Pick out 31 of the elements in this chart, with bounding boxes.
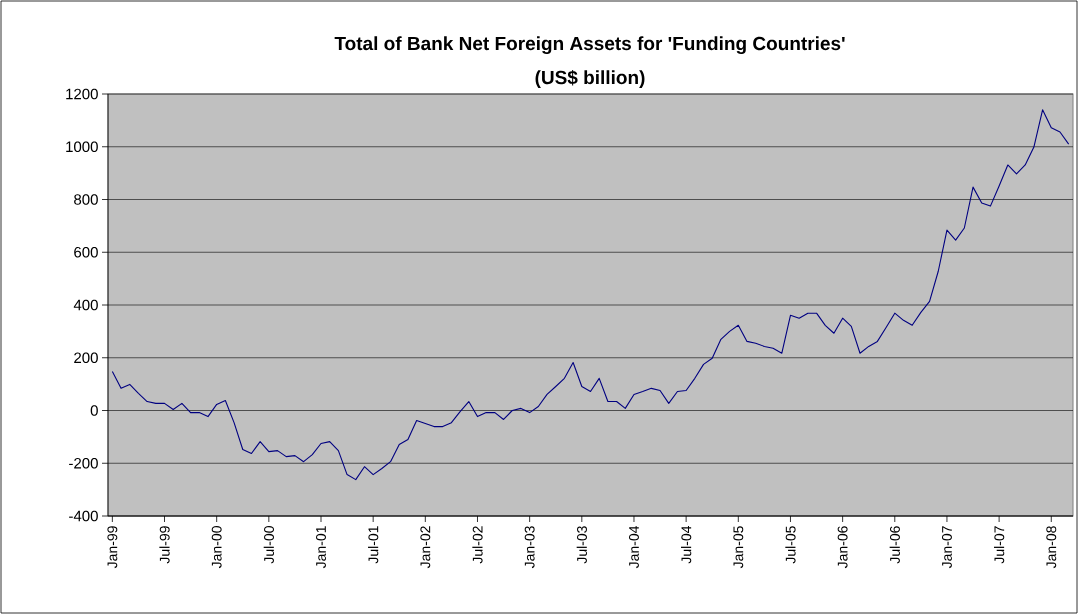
x-tick-label: Jan-08 bbox=[1046, 526, 1057, 569]
x-tick-label: Jul-06 bbox=[889, 526, 900, 564]
y-tick-label: 800 bbox=[74, 194, 98, 205]
x-tick-label: Jan-99 bbox=[107, 526, 118, 569]
y-tick-label: 1000 bbox=[66, 141, 98, 153]
x-tick-label: Jan-01 bbox=[316, 526, 326, 569]
x-tick-label: Jan-03 bbox=[524, 526, 535, 569]
x-tick-label: Jan-07 bbox=[941, 526, 952, 569]
x-tick-label: Jul-01 bbox=[368, 526, 379, 564]
chart-title: Total of Bank Net Foreign Assets for 'Funding Countries' bbox=[334, 36, 845, 55]
y-tick-label: 400 bbox=[73, 299, 98, 311]
y-tick-label: -200 bbox=[69, 457, 98, 469]
x-tick-label: Jul-02 bbox=[472, 526, 483, 564]
y-tick-label: 0 bbox=[90, 405, 98, 416]
y-tick-label: 200 bbox=[74, 352, 98, 364]
y-tick-label: -400 bbox=[69, 510, 98, 522]
chart-subtitle: (US$ billion) bbox=[535, 69, 645, 88]
y-tick-label: 600 bbox=[74, 246, 98, 258]
x-tick-label: Jan-00 bbox=[211, 526, 222, 569]
line-series bbox=[111, 109, 1070, 481]
x-tick-label: Jul-00 bbox=[263, 526, 274, 564]
x-tick-label: Jan-06 bbox=[837, 526, 848, 569]
x-tick-label: Jan-02 bbox=[420, 526, 431, 569]
x-tick-label: Jan-04 bbox=[629, 525, 639, 569]
x-tick-label: Jul-03 bbox=[576, 526, 587, 564]
x-tick-label: Jul-04 bbox=[681, 525, 692, 564]
x-tick-label: Jan-05 bbox=[733, 526, 744, 569]
x-tick-label: Jul-99 bbox=[159, 526, 170, 564]
x-tick-label: Jul-05 bbox=[785, 526, 796, 564]
y-tick-label: 1200 bbox=[66, 88, 98, 100]
x-tick-label: Jul-07 bbox=[993, 526, 1005, 564]
